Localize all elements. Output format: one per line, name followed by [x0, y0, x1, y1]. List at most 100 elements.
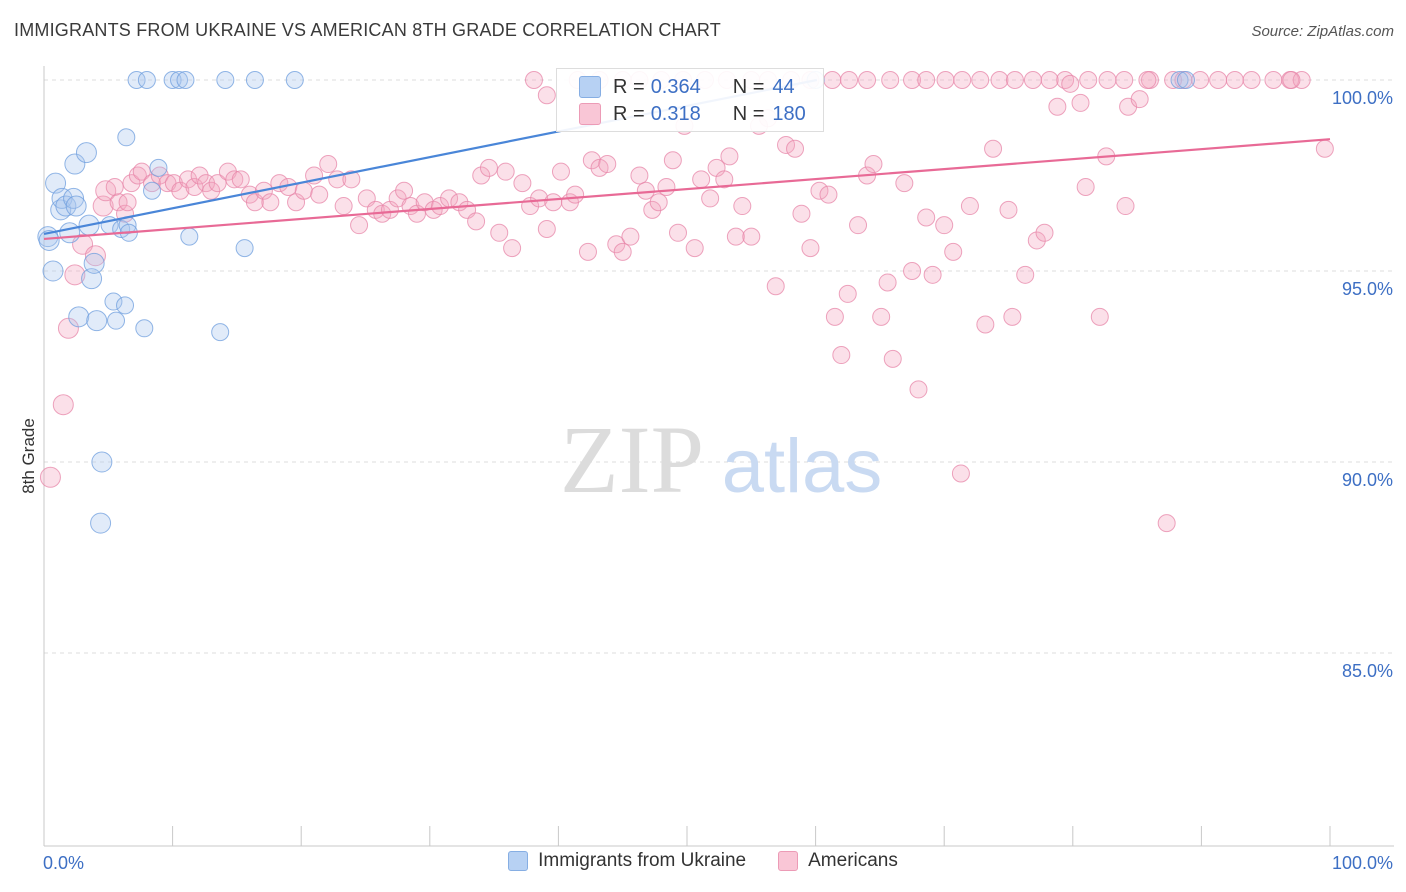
data-point: [936, 71, 955, 89]
data-point: [1191, 71, 1210, 89]
data-point: [524, 71, 543, 89]
data-point: [104, 292, 123, 311]
data-point: [285, 71, 304, 89]
data-point: [75, 142, 97, 164]
data-point: [1023, 71, 1042, 89]
data-point: [503, 239, 522, 258]
data-point: [42, 260, 64, 282]
data-point: [692, 170, 711, 189]
data-point: [551, 162, 570, 181]
legend-label-ukraine: Immigrants from Ukraine: [538, 850, 747, 871]
legend-n-value: 44: [772, 75, 795, 98]
data-point: [1016, 265, 1035, 284]
data-point: [685, 239, 704, 258]
data-point: [990, 71, 1009, 89]
data-point: [86, 310, 108, 332]
data-point: [1090, 307, 1109, 326]
data-point: [1292, 71, 1311, 89]
data-point: [999, 200, 1018, 219]
data-point: [92, 195, 114, 217]
data-point: [598, 155, 617, 174]
data-point: [190, 166, 209, 185]
data-point: [185, 177, 204, 196]
data-point: [127, 71, 146, 89]
data-point: [657, 177, 676, 196]
data-point: [107, 311, 126, 330]
data-point: [838, 284, 857, 303]
data-point: [52, 394, 74, 416]
data-point: [878, 273, 897, 292]
legend-n-value: 180: [772, 102, 806, 125]
data-point: [350, 216, 369, 235]
legend-label-americans: Americans: [808, 850, 898, 871]
data-point: [84, 245, 106, 267]
data-point: [68, 306, 90, 328]
data-point: [1027, 231, 1046, 250]
data-point: [849, 216, 868, 235]
data-point: [668, 223, 687, 242]
y-tick-label: 90.0%: [1342, 470, 1393, 490]
data-point: [59, 222, 81, 244]
data-point: [530, 189, 549, 208]
data-point: [479, 158, 498, 177]
correlation-legend: R = 0.364 N = 44 R = 0.318 N = 180: [556, 68, 824, 132]
legend-swatch-blue: [508, 851, 529, 871]
data-point: [467, 212, 486, 231]
data-point: [607, 235, 626, 254]
data-point: [202, 181, 221, 200]
data-point: [415, 193, 434, 212]
data-point: [164, 174, 183, 193]
y-tick-label: 100.0%: [1332, 88, 1393, 108]
data-point: [1170, 71, 1189, 89]
data-point: [137, 71, 156, 89]
data-point: [122, 174, 141, 193]
data-point: [245, 71, 264, 89]
data-point: [118, 193, 137, 212]
data-point: [90, 512, 112, 534]
data-point: [953, 71, 972, 89]
data-point: [431, 197, 450, 216]
legend-row-americans: R = 0.318 N = 180: [579, 101, 806, 127]
data-point: [621, 227, 640, 246]
legend-r-value: 0.318: [650, 102, 701, 125]
data-point: [65, 195, 87, 217]
data-point: [490, 223, 509, 242]
legend-r-label: R =: [613, 75, 645, 98]
data-point: [984, 139, 1003, 158]
x-tick-label-max: 100.0%: [1332, 853, 1393, 873]
data-point: [578, 242, 597, 261]
data-point: [1209, 71, 1228, 89]
data-point: [216, 71, 235, 89]
data-point: [472, 166, 491, 185]
legend-item-americans[interactable]: Americans: [778, 850, 898, 872]
data-point: [1079, 71, 1098, 89]
data-point: [801, 239, 820, 258]
data-point: [1225, 71, 1244, 89]
data-point: [935, 216, 954, 235]
data-point: [135, 319, 154, 338]
data-point: [395, 181, 414, 200]
data-point: [537, 219, 556, 238]
data-point: [1164, 71, 1183, 89]
data-point: [513, 174, 532, 193]
data-point: [83, 252, 105, 274]
data-point: [143, 181, 162, 200]
data-point: [864, 155, 883, 174]
data-point: [176, 71, 195, 89]
y-tick-label: 95.0%: [1342, 279, 1393, 299]
data-point: [630, 166, 649, 185]
legend-swatch-pink: [579, 103, 601, 125]
data-point: [1040, 71, 1059, 89]
data-point: [496, 162, 515, 181]
data-point: [872, 307, 891, 326]
data-point: [613, 242, 632, 261]
data-point: [143, 174, 162, 193]
data-point: [858, 71, 877, 89]
legend-item-ukraine[interactable]: Immigrants from Ukraine: [508, 850, 746, 872]
data-point: [116, 296, 135, 315]
data-point: [1116, 197, 1135, 216]
data-point: [819, 185, 838, 204]
data-point: [917, 208, 936, 227]
data-point: [1061, 74, 1080, 93]
